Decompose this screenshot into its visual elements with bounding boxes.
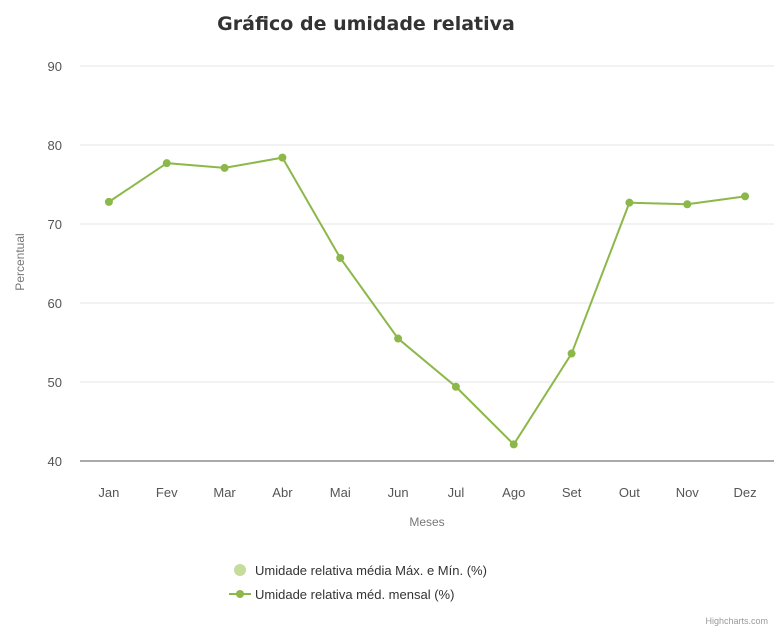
- y-axis-label: Percentual: [13, 233, 27, 290]
- data-point[interactable]: [278, 153, 287, 162]
- y-tick-label: 80: [48, 138, 62, 153]
- x-axis-label: Meses: [409, 515, 444, 529]
- data-point[interactable]: [683, 200, 692, 209]
- legend-item-range[interactable]: Umidade relativa média Máx. e Mín. (%): [234, 563, 487, 578]
- x-tick-label: Abr: [272, 485, 293, 500]
- series-line: [108, 156, 746, 446]
- x-tick-label: Jul: [448, 485, 465, 500]
- x-tick-label: Nov: [676, 485, 700, 500]
- x-tick-label: Mar: [213, 485, 236, 500]
- data-point[interactable]: [220, 163, 229, 172]
- x-tick-label: Out: [619, 485, 640, 500]
- x-tick-label: Set: [562, 485, 582, 500]
- series: [104, 153, 750, 449]
- legend-mean-label: Umidade relativa méd. mensal (%): [255, 587, 454, 602]
- x-tick-label: Jun: [388, 485, 409, 500]
- y-tick-label: 50: [48, 375, 62, 390]
- legend-mean-marker: [236, 590, 244, 598]
- data-point[interactable]: [509, 440, 518, 449]
- y-tick-label: 40: [48, 454, 62, 469]
- data-point[interactable]: [451, 382, 460, 391]
- y-tick-label: 90: [48, 59, 62, 74]
- x-tick-label: Jan: [98, 485, 119, 500]
- x-axis-ticks: Jan Fev Mar Abr Mai Jun Jul Ago Set Out Nov Dez: [98, 485, 756, 500]
- chart-title: Gráfico de umidade relativa: [217, 13, 515, 35]
- data-point[interactable]: [394, 334, 403, 343]
- y-tick-label: 70: [48, 217, 62, 232]
- x-tick-label: Ago: [502, 485, 525, 500]
- legend: Umidade relativa média Máx. e Mín. (%) U…: [229, 563, 487, 602]
- y-tick-label: 60: [48, 296, 62, 311]
- x-tick-label: Dez: [734, 485, 757, 500]
- x-tick-label: Fev: [156, 485, 178, 500]
- data-point[interactable]: [625, 198, 634, 207]
- legend-item-mean[interactable]: Umidade relativa méd. mensal (%): [229, 587, 454, 602]
- x-tick-label: Mai: [330, 485, 351, 500]
- data-point[interactable]: [162, 159, 171, 168]
- data-point[interactable]: [567, 349, 576, 358]
- data-point[interactable]: [104, 197, 113, 206]
- data-point[interactable]: [741, 192, 750, 201]
- grid: [80, 65, 774, 383]
- legend-range-label: Umidade relativa média Máx. e Mín. (%): [255, 563, 487, 578]
- data-point[interactable]: [336, 253, 345, 262]
- credit-text[interactable]: Highcharts.com: [705, 616, 768, 626]
- legend-range-swatch: [234, 564, 246, 576]
- y-axis-ticks: 40 50 60 70 80 90: [48, 59, 62, 469]
